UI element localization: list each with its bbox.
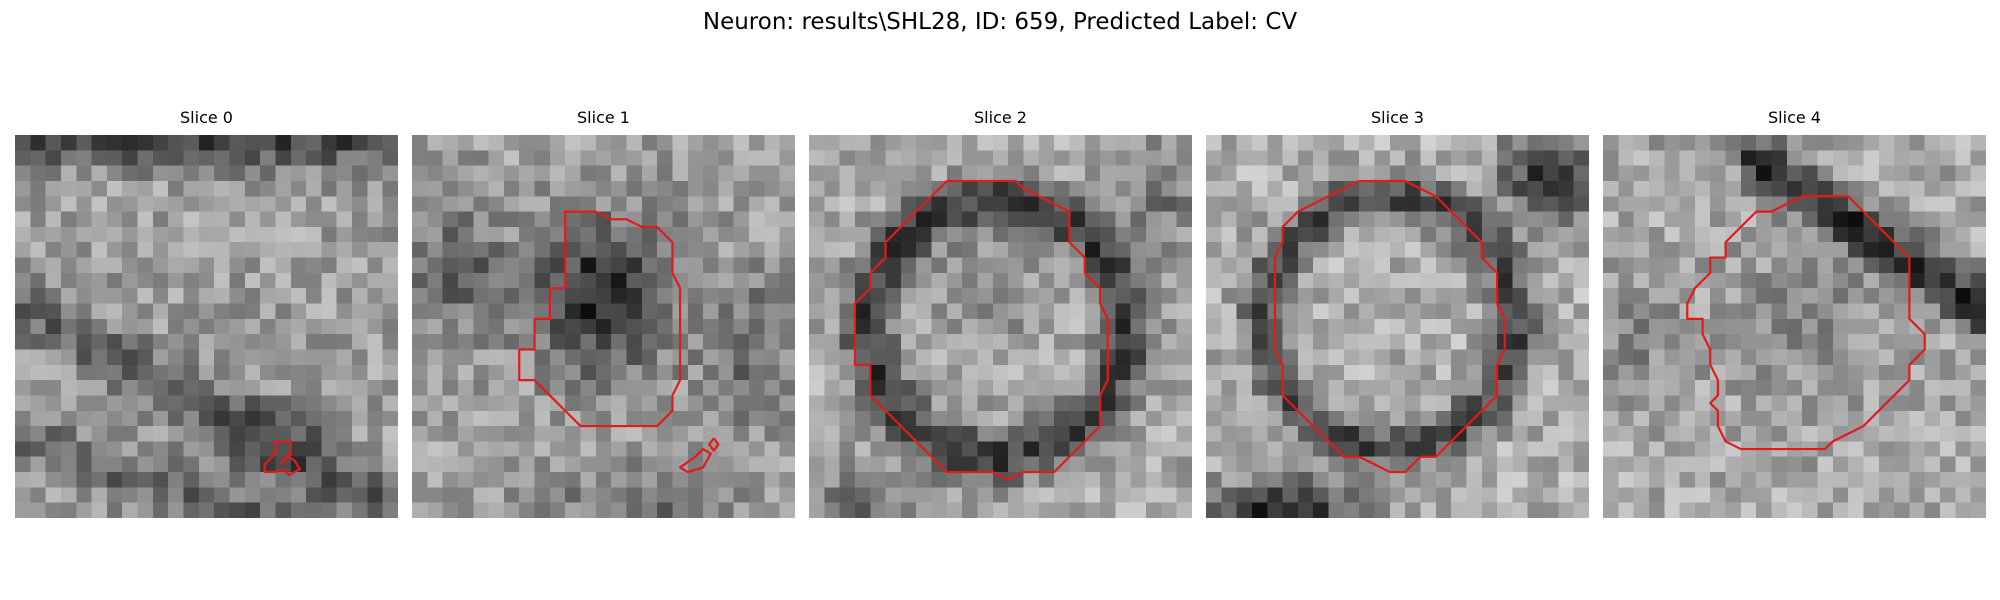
slice-title: Slice 1 xyxy=(577,108,630,127)
contour-line xyxy=(855,181,1108,480)
contour-line xyxy=(1275,181,1505,472)
slice-image xyxy=(1206,135,1589,518)
slice-title: Slice 3 xyxy=(1371,108,1424,127)
contour-line xyxy=(519,212,680,426)
slice-panel-3: Slice 3 xyxy=(1206,108,1589,518)
contour-line xyxy=(709,438,718,450)
slice-title: Slice 4 xyxy=(1768,108,1821,127)
slice-image xyxy=(15,135,398,518)
slice-title: Slice 2 xyxy=(974,108,1027,127)
slice-panel-2: Slice 2 xyxy=(809,108,1192,518)
segmentation-overlay xyxy=(412,135,795,518)
slice-image xyxy=(1603,135,1986,518)
slice-panel-1: Slice 1 xyxy=(412,108,795,518)
segmentation-overlay xyxy=(1206,135,1589,518)
slice-panel-4: Slice 4 xyxy=(1603,108,1986,518)
slice-image xyxy=(412,135,795,518)
slice-image xyxy=(809,135,1192,518)
slice-title: Slice 0 xyxy=(180,108,233,127)
figure-title: Neuron: results\SHL28, ID: 659, Predicte… xyxy=(702,9,1298,35)
contour-line xyxy=(680,449,711,472)
segmentation-overlay xyxy=(15,135,398,518)
slice-panel-0: Slice 0 xyxy=(15,108,398,518)
contour-line xyxy=(1687,196,1924,449)
segmentation-overlay xyxy=(809,135,1192,518)
contour-line xyxy=(265,441,300,475)
segmentation-overlay xyxy=(1603,135,1986,518)
